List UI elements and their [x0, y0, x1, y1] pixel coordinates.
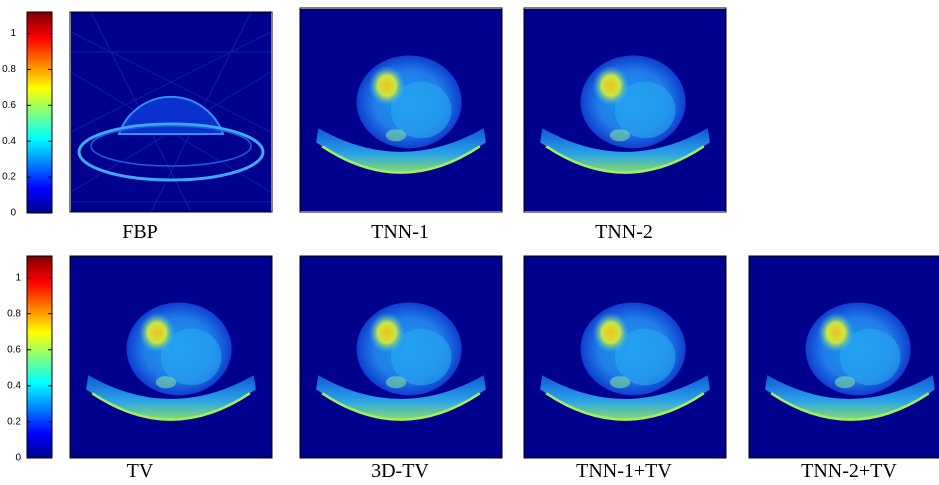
panel-label: TNN-1	[371, 221, 429, 243]
figure: 0 0.2 0.4 0.6 0.8 1 0 0.2 0.4 0.6 0.8 1 FBP TNN-1 TNN-…	[0, 0, 939, 485]
panel-label: FBP	[122, 221, 158, 243]
tick-label: 0.2	[7, 417, 21, 428]
panel-label: TNN-2+TV	[801, 460, 897, 482]
reconstruction-image	[71, 12, 271, 212]
tick-label: 0.8	[7, 308, 21, 319]
tick-label: 0	[10, 208, 16, 219]
reconstruction-image	[524, 9, 726, 211]
colorbar	[27, 256, 52, 458]
panel-label: 3D-TV	[371, 460, 429, 482]
tick-label: 1	[15, 272, 21, 283]
reconstruction-image	[70, 256, 272, 458]
tick-label: 0.4	[2, 136, 16, 147]
tick-label: 0.6	[7, 344, 21, 355]
colorbar	[27, 12, 52, 213]
panel-label: TV	[127, 460, 154, 482]
tick-label: 0	[15, 453, 21, 464]
panel-label: TNN-2	[595, 221, 653, 243]
reconstruction-image	[524, 256, 726, 458]
tick-label: 0.2	[2, 172, 16, 183]
reconstruction-image	[749, 256, 939, 458]
tick-label: 0.4	[7, 380, 21, 391]
tick-label: 1	[10, 28, 16, 39]
reconstruction-image	[300, 9, 502, 211]
reconstruction-image	[300, 256, 502, 458]
tick-label: 0.6	[2, 100, 16, 111]
tick-label: 0.8	[2, 64, 16, 75]
panel-label: TNN-1+TV	[576, 460, 672, 482]
